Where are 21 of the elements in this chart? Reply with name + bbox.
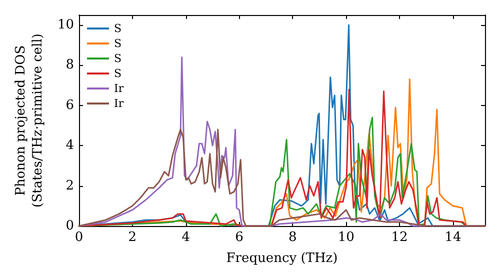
x-tick-label: 4 bbox=[182, 230, 190, 245]
y-tick-label: 6 bbox=[66, 98, 74, 113]
y-tick-label: 0 bbox=[66, 218, 74, 234]
legend-label: Ir bbox=[114, 97, 124, 110]
y-axis-title: Phonon projected DOS (States/THz·primitive cell) bbox=[14, 33, 46, 208]
legend-label: Ir bbox=[114, 82, 124, 95]
legend-label: S bbox=[114, 37, 122, 50]
y-tick-label: 2 bbox=[66, 178, 74, 194]
x-tick-label: 14 bbox=[444, 230, 462, 245]
x-tick-label: 12 bbox=[391, 230, 408, 245]
x-tick-label: 8 bbox=[288, 230, 297, 245]
x-axis-title: Frequency (THz) bbox=[226, 251, 338, 266]
y-tick-label: 10 bbox=[57, 18, 74, 33]
x-tick-label: 10 bbox=[338, 230, 354, 245]
y-tick-label: 8 bbox=[66, 58, 74, 73]
y-tick-label: 4 bbox=[66, 138, 74, 154]
x-tick-label: 6 bbox=[235, 230, 244, 245]
legend-label: S bbox=[114, 67, 122, 80]
legend-label: S bbox=[114, 22, 122, 35]
legend-label: S bbox=[114, 52, 122, 65]
x-tick-label: 2 bbox=[128, 230, 137, 245]
